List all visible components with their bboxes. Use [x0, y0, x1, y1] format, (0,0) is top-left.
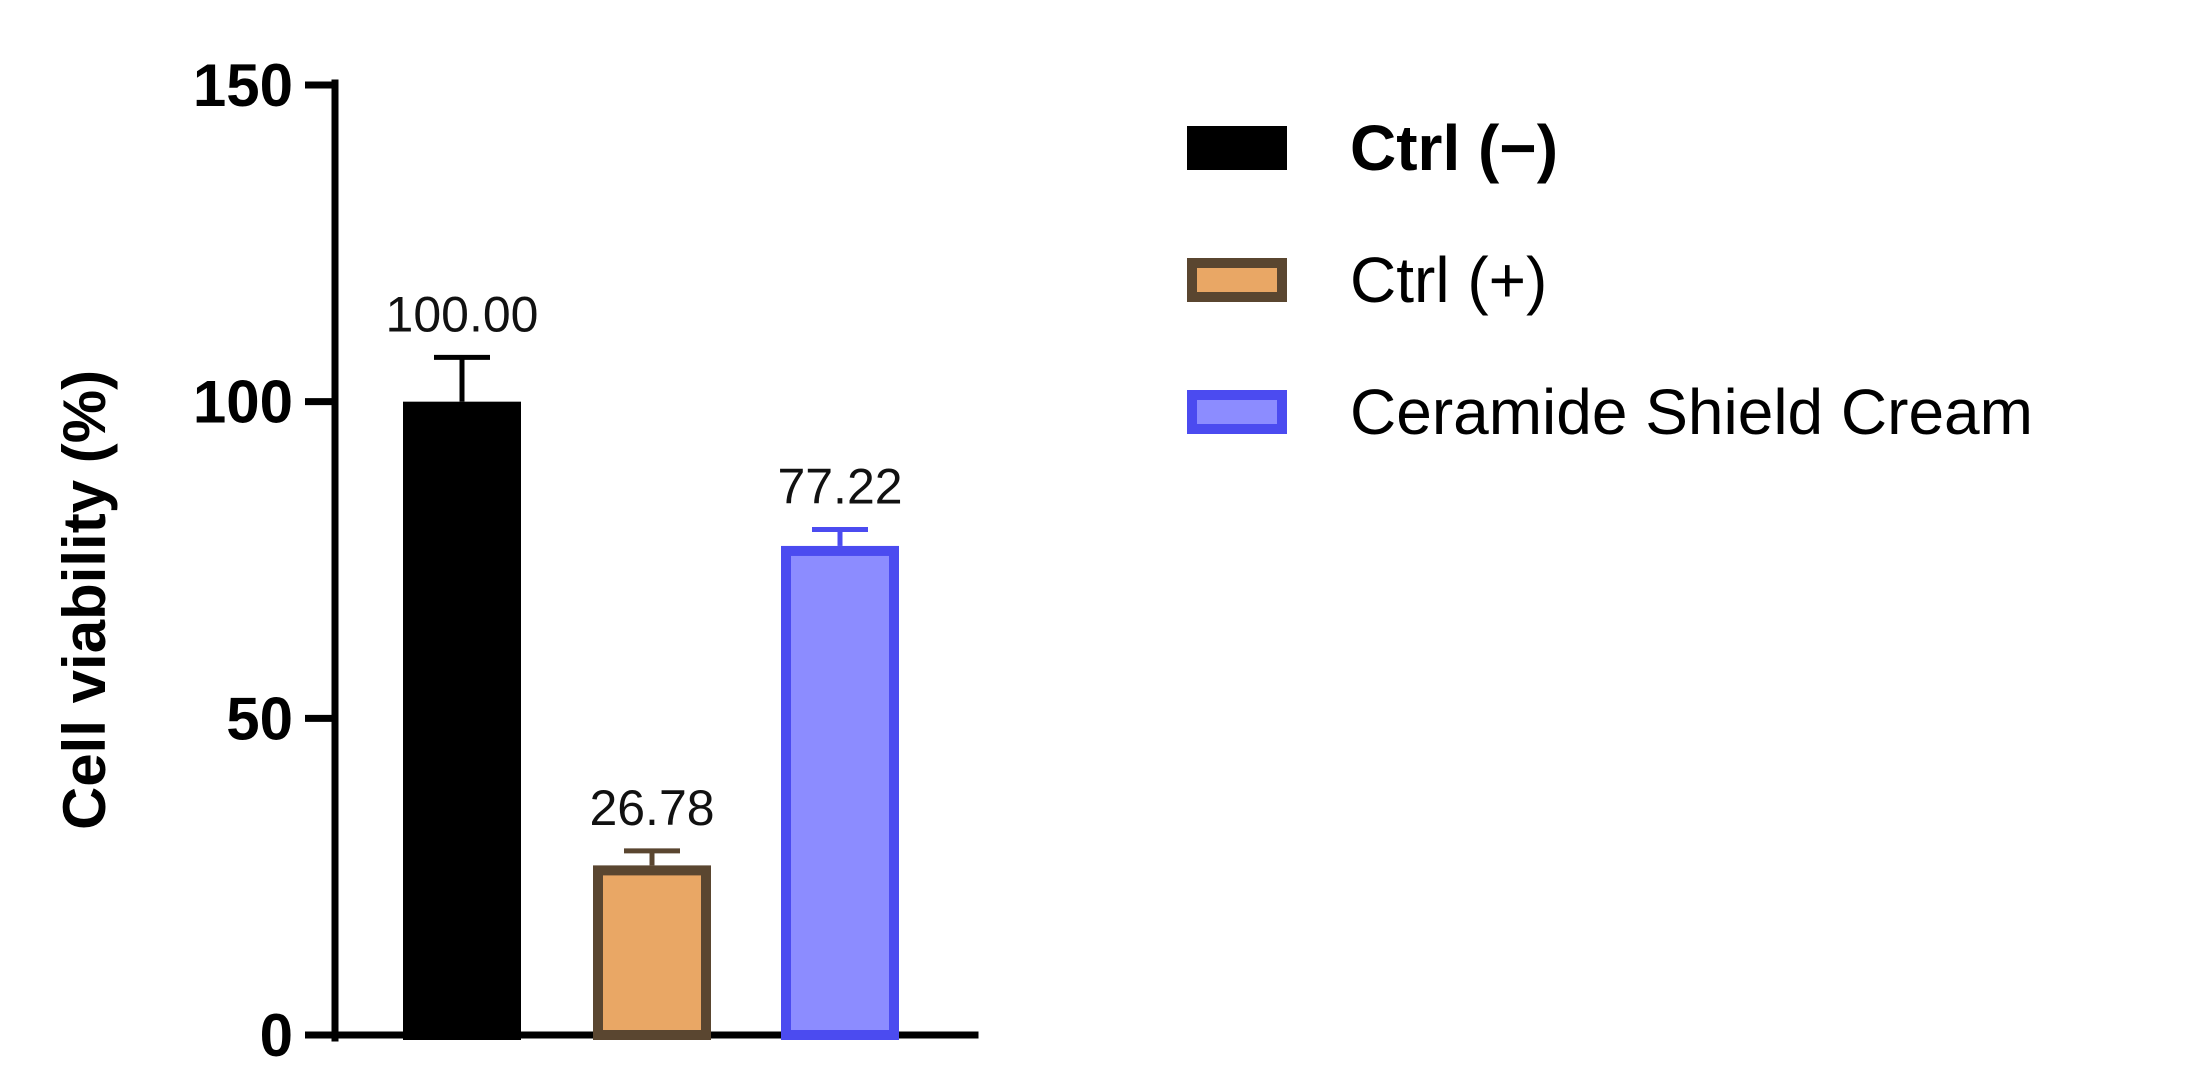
data-label: 77.22 [777, 458, 902, 514]
legend-label: Ctrl (+) [1350, 244, 1547, 316]
legend: Ctrl (−) Ctrl (+) Ceramide Shield Cream [1187, 112, 2033, 448]
bar [593, 865, 711, 1040]
bar [403, 401, 521, 1040]
legend-swatch [1187, 126, 1287, 170]
legend-label: Ceramide Shield Cream [1350, 376, 2033, 448]
data-label: 100.00 [386, 286, 539, 342]
y-tick-label: 100 [193, 369, 293, 436]
legend-swatch [1187, 258, 1287, 302]
y-tick-label: 150 [193, 52, 293, 119]
data-label: 26.78 [589, 780, 714, 836]
y-axis-title: Cell viability (%) [51, 370, 118, 830]
bars [403, 354, 899, 1040]
legend-label: Ctrl (−) [1350, 112, 1558, 184]
data-labels: 100.00 26.78 77.22 [386, 286, 903, 835]
axes: 0 50 100 150 Cell viability (%) [51, 52, 979, 1069]
y-tick-label: 0 [260, 1002, 293, 1069]
bar [781, 545, 899, 1040]
legend-swatch [1187, 390, 1287, 434]
y-tick-label: 50 [226, 685, 293, 752]
